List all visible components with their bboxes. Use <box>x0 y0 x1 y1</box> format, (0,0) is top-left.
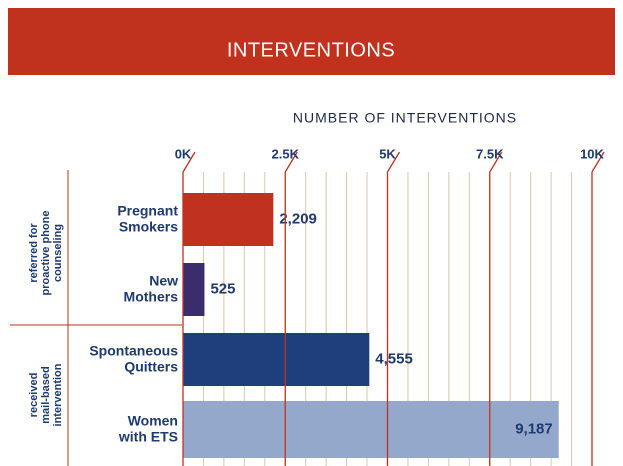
x-tick-label: 5K <box>379 146 396 161</box>
x-tick-label: 2.5K <box>272 146 300 161</box>
value-label: 2,209 <box>279 210 317 227</box>
x-tick-label: 0K <box>175 146 192 161</box>
value-label: 9,187 <box>515 420 553 437</box>
bar <box>183 193 274 246</box>
tick-mark <box>489 151 503 173</box>
tick-mark <box>284 151 298 173</box>
group-label: referred forproactive phonecounseling <box>28 211 64 296</box>
value-label: 4,555 <box>375 350 413 367</box>
tick-mark <box>182 151 196 173</box>
category-label: Spontaneous Quitters <box>89 342 178 374</box>
category-label: New Mothers <box>124 272 179 304</box>
header-band <box>8 8 615 75</box>
group-label: receivedmail-basedintervention <box>28 363 64 426</box>
tick-mark <box>386 151 401 173</box>
chart-title: INTERVENTIONS <box>227 39 395 61</box>
x-tick-label: 10K <box>580 146 604 161</box>
value-label: 525 <box>210 280 235 297</box>
x-tick-label: 7.5K <box>476 146 504 161</box>
category-label: Women with ETS <box>118 412 178 444</box>
bar <box>183 263 205 316</box>
category-label: Pregnant Smokers <box>117 202 178 234</box>
bar <box>183 401 559 458</box>
bar <box>183 333 370 386</box>
axis-title: NUMBER OF INTERVENTIONS <box>293 110 517 126</box>
tick-mark <box>591 151 605 173</box>
